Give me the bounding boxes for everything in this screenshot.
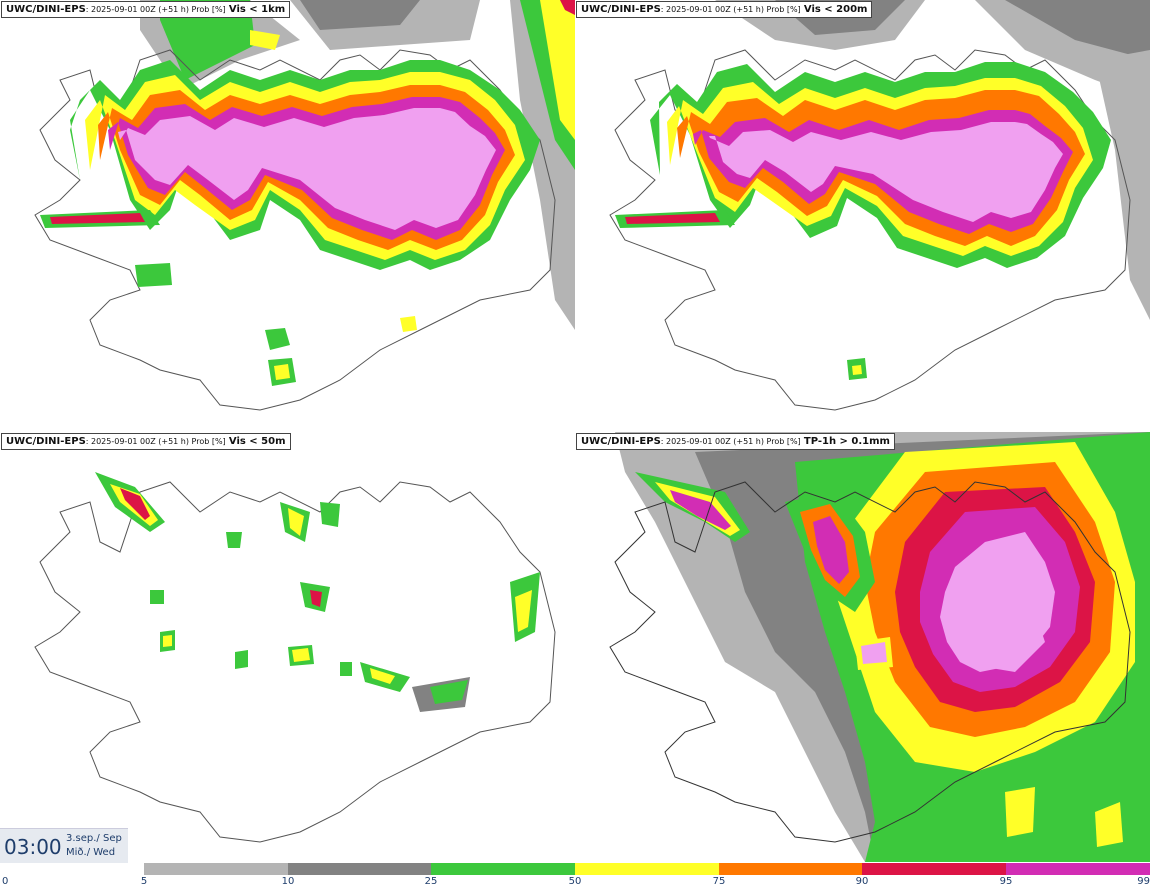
map-tp-1h xyxy=(609,432,1150,862)
panel-meta: : 2025-09-01 00Z (+51 h) Prob [%] xyxy=(85,437,226,446)
map-panel-vis-50m: UWC/DINI-EPS: 2025-09-01 00Z (+51 h) Pro… xyxy=(0,432,575,862)
colorbar-tick-label: 0 xyxy=(2,876,9,887)
map-panel-precip: UWC/DINI-EPS: 2025-09-01 00Z (+51 h) Pro… xyxy=(575,432,1150,862)
colorbar-segment xyxy=(431,863,575,875)
panel-title: UWC/DINI-EPS: 2025-09-01 00Z (+51 h) Pro… xyxy=(576,433,895,450)
colorbar-tick-label: 90 xyxy=(855,876,869,887)
colorbar-tick-label: 95 xyxy=(999,876,1013,887)
panel-model: UWC/DINI-EPS xyxy=(581,4,661,15)
colorbar-tick-label: 25 xyxy=(424,876,438,887)
panel-meta: : 2025-09-01 00Z (+51 h) Prob [%] xyxy=(85,5,226,14)
colorbar-tick-label: 10 xyxy=(281,876,295,887)
colorbar-tick-label: 50 xyxy=(568,876,582,887)
colorbar-tick-label: 5 xyxy=(140,876,148,887)
colorbar-segment xyxy=(1006,863,1150,875)
colorbar-segment xyxy=(288,863,431,875)
map-panel-vis-1km: UWC/DINI-EPS: 2025-09-01 00Z (+51 h) Pro… xyxy=(0,0,575,430)
valid-date-line1: 3.sep./ Sep xyxy=(66,833,122,844)
panel-model: UWC/DINI-EPS xyxy=(6,4,86,15)
colorbar-tick-label: 99 xyxy=(1137,876,1150,887)
valid-time-box: 03:00 3.sep./ Sep Mið./ Wed xyxy=(0,828,128,863)
panel-meta: : 2025-09-01 00Z (+51 h) Prob [%] xyxy=(660,5,801,14)
colorbar-segment xyxy=(144,863,288,875)
panel-threshold: TP-1h > 0.1mm xyxy=(803,436,890,447)
panel-model: UWC/DINI-EPS xyxy=(6,436,86,447)
colorbar-tick-label: 75 xyxy=(712,876,726,887)
map-vis-200m xyxy=(609,0,1150,411)
panel-title: UWC/DINI-EPS: 2025-09-01 00Z (+51 h) Pro… xyxy=(1,1,291,18)
map-panel-vis-200m: UWC/DINI-EPS: 2025-09-01 00Z (+51 h) Pro… xyxy=(575,0,1150,430)
colorbar-segment xyxy=(862,863,1006,875)
panel-model: UWC/DINI-EPS xyxy=(581,436,661,447)
map-vis-50m xyxy=(34,472,556,843)
map-vis-1km xyxy=(34,0,575,411)
panel-threshold: Vis < 50m xyxy=(228,436,286,447)
valid-date-line2: Mið./ Wed xyxy=(66,847,116,858)
valid-time-clock: 03:00 xyxy=(4,835,62,859)
panel-threshold: Vis < 1km xyxy=(228,4,286,15)
panel-threshold: Vis < 200m xyxy=(803,4,868,15)
panel-meta: : 2025-09-01 00Z (+51 h) Prob [%] xyxy=(660,437,801,446)
panel-title: UWC/DINI-EPS: 2025-09-01 00Z (+51 h) Pro… xyxy=(1,433,291,450)
panel-title: UWC/DINI-EPS: 2025-09-01 00Z (+51 h) Pro… xyxy=(576,1,873,18)
colorbar-segment xyxy=(719,863,862,875)
colorbar-segment xyxy=(575,863,719,875)
